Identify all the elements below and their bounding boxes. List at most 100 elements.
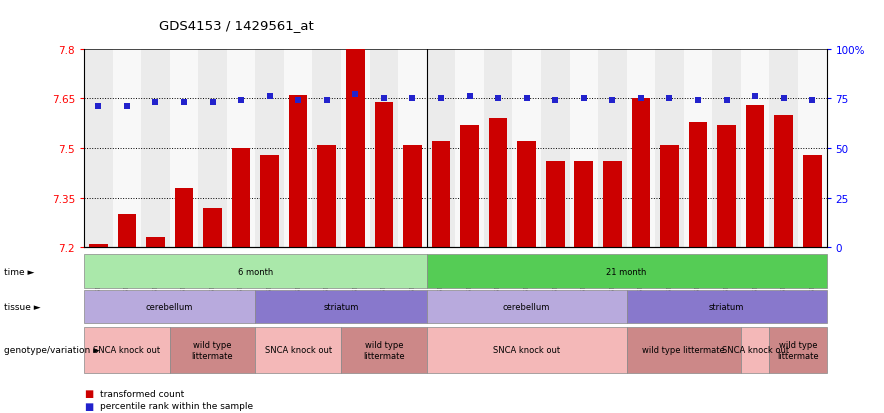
Text: ■: ■ [84,401,93,411]
Bar [375,102,393,248]
Text: wild type
littermate: wild type littermate [777,340,819,360]
Point [377,96,391,102]
Bar [141,50,170,248]
Bar [741,50,769,248]
Bar [546,162,565,248]
Text: percentile rank within the sample: percentile rank within the sample [100,401,253,410]
Text: wild type
littermate: wild type littermate [192,340,233,360]
Bar [255,50,284,248]
Bar [170,327,255,373]
Point [548,98,562,104]
Text: ■: ■ [84,388,93,398]
Point [234,98,248,104]
Text: time ►: time ► [4,267,34,276]
Bar [118,215,136,248]
Bar [774,116,793,248]
Text: 6 month: 6 month [238,267,273,276]
Bar [741,327,769,373]
Bar [84,255,427,288]
Bar [569,50,598,248]
Bar [227,50,255,248]
Point [462,94,476,100]
Point [748,94,762,100]
Bar [346,50,364,248]
Bar [683,50,713,248]
Point [434,96,448,102]
Bar [261,155,279,248]
Point [119,104,133,110]
Point [177,100,191,107]
Bar [427,290,627,323]
Text: striatum: striatum [709,302,744,311]
Bar [803,155,821,248]
Text: cerebellum: cerebellum [146,302,194,311]
Text: GDS4153 / 1429561_at: GDS4153 / 1429561_at [159,19,314,31]
Bar [632,99,651,248]
Bar [403,145,422,248]
Bar [341,327,427,373]
Bar [627,327,741,373]
Text: tissue ►: tissue ► [4,302,41,311]
Point [205,100,219,107]
Text: SNCA knock out: SNCA knock out [721,346,789,354]
Bar [541,50,569,248]
Point [291,98,305,104]
Bar [341,50,370,248]
Bar [598,50,627,248]
Bar [489,119,507,248]
Point [576,96,591,102]
Text: SNCA knock out: SNCA knock out [493,346,560,354]
Point [149,100,163,107]
Bar [431,142,450,248]
Point [805,98,819,104]
Bar [769,327,827,373]
Bar [689,122,707,248]
Point [91,104,105,110]
Point [777,96,791,102]
Point [720,98,734,104]
Point [491,96,505,102]
Point [520,96,534,102]
Text: wild type
littermate: wild type littermate [363,340,405,360]
Bar [84,290,255,323]
Bar [461,126,479,248]
Bar [232,149,250,248]
Bar [112,50,141,248]
Bar [398,50,427,248]
Bar [146,238,164,248]
Bar [575,162,593,248]
Text: wild type littermate: wild type littermate [643,346,725,354]
Bar [427,327,627,373]
Bar [289,96,308,248]
Bar [603,162,621,248]
Point [406,96,420,102]
Text: transformed count: transformed count [100,389,184,398]
Text: SNCA knock out: SNCA knock out [93,346,160,354]
Point [263,94,277,100]
Bar [255,290,427,323]
Bar [798,50,827,248]
Bar [370,50,398,248]
Bar [769,50,798,248]
Bar [713,50,741,248]
Text: genotype/variation ►: genotype/variation ► [4,346,101,354]
Point [634,96,648,102]
Bar [427,50,455,248]
Bar [627,50,655,248]
Point [348,92,362,98]
Bar [203,208,222,248]
Bar [660,145,679,248]
Bar [655,50,683,248]
Text: cerebellum: cerebellum [503,302,551,311]
Bar [198,50,227,248]
Bar [317,145,336,248]
Bar [284,50,312,248]
Bar [484,50,513,248]
Bar [513,50,541,248]
Bar [427,255,827,288]
Point [606,98,620,104]
Bar [312,50,341,248]
Bar [455,50,484,248]
Point [691,98,705,104]
Bar [627,290,827,323]
